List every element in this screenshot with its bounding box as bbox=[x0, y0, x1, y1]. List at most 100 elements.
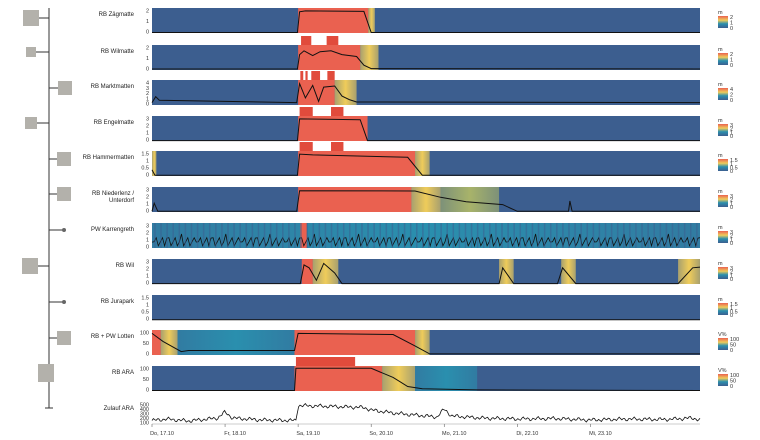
streak bbox=[525, 223, 528, 248]
legend-tick: 2 bbox=[730, 52, 733, 58]
heat-band bbox=[298, 8, 369, 33]
y-tick-label: 3 bbox=[146, 260, 149, 266]
streak bbox=[190, 223, 193, 248]
streak bbox=[482, 223, 485, 248]
y-tick-label: 1 bbox=[146, 202, 149, 208]
streak bbox=[379, 223, 381, 248]
basin-node bbox=[25, 117, 37, 129]
streak bbox=[330, 223, 333, 248]
heat-band bbox=[298, 80, 335, 105]
legend-tick: 1 bbox=[730, 162, 733, 168]
legend-tick: 1 bbox=[730, 273, 733, 279]
basin-node bbox=[22, 258, 38, 274]
unit-label: m bbox=[718, 261, 723, 267]
y-tick-label: 0 bbox=[146, 138, 149, 144]
alarm-block bbox=[331, 142, 344, 151]
legend-swatch bbox=[718, 88, 728, 100]
y-tick-label: 0.5 bbox=[141, 166, 149, 172]
row-label: RB Niederlenz / bbox=[92, 191, 134, 197]
y-tick-label: 2 bbox=[146, 9, 149, 15]
row-label: RB ARA bbox=[112, 370, 134, 376]
streak bbox=[422, 223, 424, 248]
streak bbox=[312, 223, 315, 248]
y-tick-label: 1 bbox=[146, 131, 149, 137]
level-line bbox=[152, 367, 701, 391]
legend-tick: 100 bbox=[730, 373, 739, 379]
level-line bbox=[152, 262, 701, 285]
legend-tick: 0 bbox=[730, 348, 733, 354]
level-line bbox=[152, 10, 700, 33]
unit-label: V% bbox=[718, 332, 727, 338]
y-tick-label: 1 bbox=[146, 56, 149, 62]
streak bbox=[178, 223, 181, 248]
legend-tick: 1.5 bbox=[730, 158, 738, 164]
heat-band bbox=[160, 330, 178, 355]
streak bbox=[227, 223, 229, 248]
row-label: RB Marktmatten bbox=[91, 84, 134, 90]
streak bbox=[355, 223, 357, 248]
legend-tick: 1 bbox=[730, 21, 733, 27]
streak bbox=[245, 223, 248, 248]
heat-band bbox=[484, 80, 503, 105]
heat-band bbox=[415, 366, 478, 391]
alarm-block bbox=[301, 36, 312, 45]
row-label: Zulauf ARA bbox=[104, 406, 134, 412]
streak bbox=[336, 223, 339, 248]
row-label: Unterdorf bbox=[109, 198, 134, 204]
row-label: RB Wilmatte bbox=[101, 49, 135, 55]
legend-swatch bbox=[718, 303, 728, 315]
heat-band bbox=[440, 187, 500, 212]
row-background bbox=[152, 295, 700, 320]
row-label: RB Wil bbox=[116, 263, 134, 269]
streak bbox=[409, 223, 412, 248]
row-label: PW Karrengreth bbox=[91, 227, 134, 233]
streak bbox=[653, 223, 655, 248]
y-tick-label: 4 bbox=[146, 81, 149, 87]
streak bbox=[367, 223, 369, 248]
streak bbox=[361, 223, 363, 248]
unit-label: m bbox=[718, 189, 723, 195]
row-label: RB + PW Lotten bbox=[91, 334, 134, 340]
y-tick-label: 0 bbox=[146, 102, 149, 108]
legend-tick: 0 bbox=[730, 241, 733, 247]
streak bbox=[342, 223, 345, 248]
y-tick-label: 1 bbox=[146, 19, 149, 25]
y-tick-label: 0 bbox=[146, 67, 149, 73]
legend-tick: 0 bbox=[730, 98, 733, 104]
level-line bbox=[152, 50, 701, 70]
alarm-block bbox=[299, 142, 313, 151]
streak bbox=[501, 223, 503, 248]
level-line bbox=[152, 118, 700, 142]
legend-swatch bbox=[718, 338, 728, 350]
legend-tick: 3 bbox=[730, 123, 733, 129]
streak bbox=[440, 223, 442, 248]
streak bbox=[665, 223, 668, 248]
legend-tick: 0 bbox=[730, 313, 733, 319]
row-label: RB Jurapark bbox=[101, 299, 135, 305]
heat-band bbox=[298, 45, 361, 70]
heat-band bbox=[415, 330, 430, 355]
streak bbox=[166, 223, 168, 248]
basin-node bbox=[26, 47, 36, 57]
streak bbox=[172, 223, 174, 248]
legend-tick: 0.5 bbox=[730, 165, 738, 171]
y-tick-label: 3 bbox=[146, 86, 149, 92]
legend-tick: 50 bbox=[730, 343, 736, 349]
basin-node bbox=[57, 187, 71, 201]
streak bbox=[696, 223, 698, 248]
y-tick-label: 2 bbox=[146, 195, 149, 201]
streak bbox=[677, 223, 680, 248]
legend-tick: 1 bbox=[730, 306, 733, 312]
basin-node bbox=[38, 364, 54, 382]
streak bbox=[318, 223, 321, 248]
streak bbox=[635, 223, 637, 248]
heat-band bbox=[300, 223, 307, 248]
streak bbox=[458, 223, 461, 248]
streak bbox=[269, 223, 272, 248]
alarm-block bbox=[299, 107, 313, 116]
